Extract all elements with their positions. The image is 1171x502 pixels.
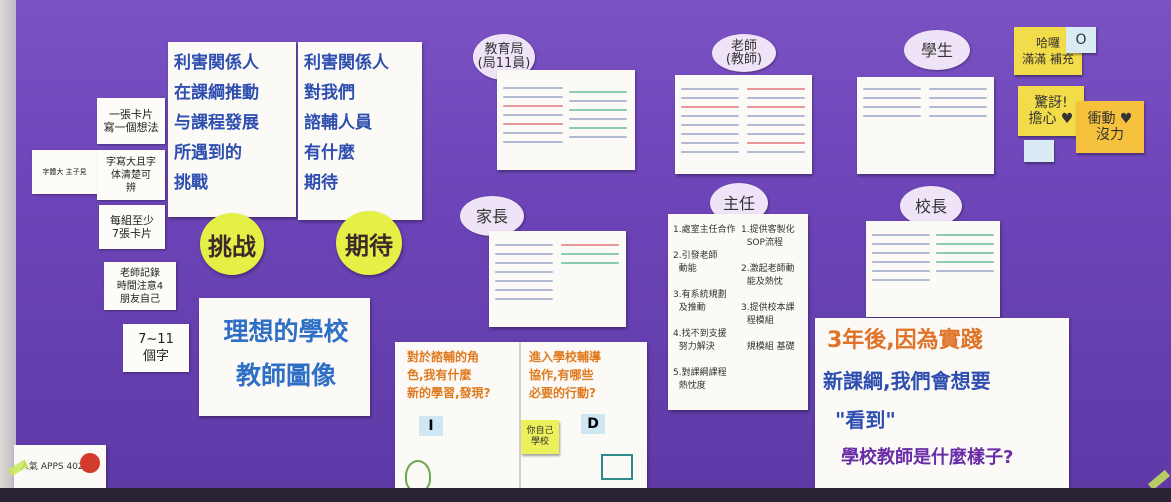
principal-chart: [866, 221, 1000, 317]
note-big-characters: 字寫大且字 体清楚可 辨: [97, 150, 165, 200]
parent-chart: [489, 231, 626, 327]
ideal-school-poster: 理想的學校 教師圖像: [199, 298, 370, 416]
future-line1: 3年後,因為實踐: [827, 328, 983, 353]
student-chart: [857, 77, 994, 174]
book-icon: [601, 454, 633, 480]
label-student: 學生: [904, 30, 970, 70]
floor-edge: [0, 488, 1171, 502]
note-teacher: 老師記錄 時間注意4 朋友自己: [104, 262, 176, 310]
expectation-poster-text: 利害関係人 對我們 諮輔人員 有什麼 期待: [304, 53, 389, 193]
future-line2: 新課綱,我們會想要: [823, 369, 991, 393]
label-parent: 家長: [460, 196, 524, 236]
reflection-poster: 對於諮輔的角 色,我有什麼 新的學習,發現? 進入學校輔導 協作,有哪些 必要的…: [395, 342, 647, 502]
sticky-blank: [1024, 140, 1054, 162]
sticky-zero: O: [1066, 27, 1096, 53]
note-one-card: 一張卡片 寫一個想法: [97, 98, 165, 144]
flower-logo-icon: [80, 453, 100, 473]
ideal-school-text: 理想的學校 教師圖像: [223, 317, 349, 390]
future-poster: 3年後,因為實踐 新課綱,我們會想要 "看到" 學校教師是什麼樣子?: [815, 318, 1069, 490]
reflect-left-text: 對於諮輔的角 色,我有什麼 新的學習,發現?: [407, 350, 491, 400]
reflect-sticky: 你自己 學校: [521, 420, 559, 454]
label-principal: 校長: [900, 186, 962, 226]
sticky-impulse: 衝動 ♥ 沒力: [1076, 101, 1144, 153]
reflect-box-i: I: [419, 416, 443, 436]
note-character-count: 7~11 個字: [123, 324, 189, 372]
sticky-surprise: 驚訝! 擔心 ♥: [1018, 86, 1084, 136]
future-line4: 學校教師是什麼樣子?: [841, 447, 1014, 468]
director-right-column: 1.提供客製化 SOP流程 2.激起老師動 能及熱忱 3.提供校本課 程模組 規…: [741, 225, 795, 352]
expectation-poster: 利害関係人 對我們 諮輔人員 有什麼 期待: [298, 42, 422, 220]
future-line3: "看到": [835, 408, 896, 432]
challenge-poster-text: 利害関係人 在課綱推動 与課程發展 所遇到的 挑戰: [174, 53, 259, 193]
circle-challenge: 挑战: [200, 213, 264, 275]
note-small: 字體大 主子見: [32, 150, 97, 194]
bureau-chart: [497, 70, 635, 170]
note-min-cards: 每組至少 7張卡片: [99, 205, 165, 249]
teacher-chart: [675, 75, 812, 174]
bottom-logo-paper: 人氣 APPS 402: [14, 445, 106, 489]
director-chart: 1.處室主任合作 2.引發老師 動能 3.有系統規劃 及推動 4.找不到支援 努…: [668, 214, 808, 410]
reflect-right-text: 進入學校輔導 協作,有哪些 必要的行動?: [529, 350, 602, 400]
reflect-box-d: D: [581, 414, 605, 434]
label-teacher: 老師 (教師): [712, 34, 776, 72]
director-left-column: 1.處室主任合作 2.引發老師 動能 3.有系統規劃 及推動 4.找不到支援 努…: [673, 225, 736, 391]
challenge-poster: 利害関係人 在課綱推動 与課程發展 所遇到的 挑戰: [168, 42, 296, 217]
circle-expectation: 期待: [336, 211, 402, 275]
wall-edge: [0, 0, 16, 502]
bottom-logo-text: 人氣 APPS 402: [20, 462, 84, 472]
